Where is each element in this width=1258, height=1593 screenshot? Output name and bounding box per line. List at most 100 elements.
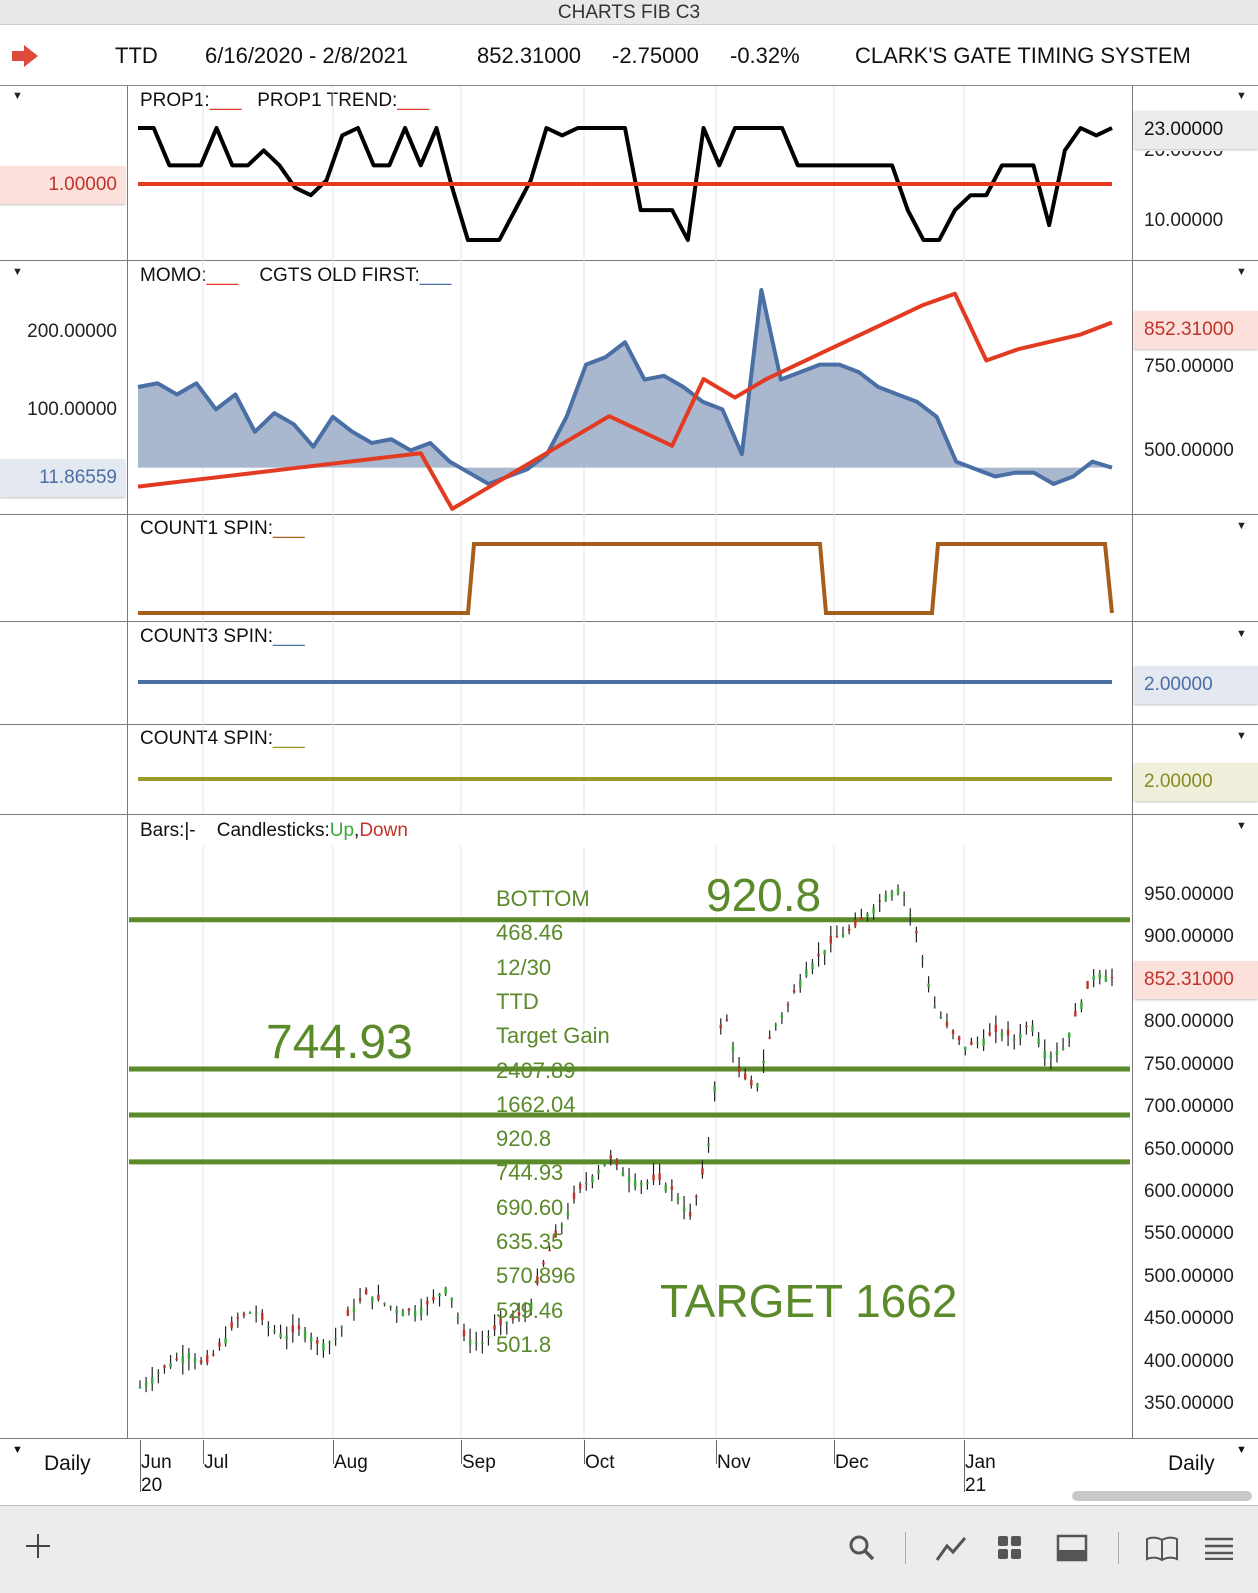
- candle-body: [756, 1083, 759, 1088]
- candle-body: [652, 1174, 655, 1181]
- chevron-down-icon[interactable]: ▼: [1236, 820, 1247, 832]
- window-title: CHARTS FIB C3: [557, 2, 701, 23]
- annotation-item: 744.93: [496, 1160, 564, 1186]
- candle-body: [279, 1333, 282, 1338]
- candle-body: [633, 1179, 637, 1187]
- chevron-down-icon[interactable]: ▼: [1236, 628, 1247, 640]
- candle-body: [242, 1313, 246, 1316]
- candle-body: [554, 1230, 557, 1238]
- x-month-label: Jul: [204, 1452, 229, 1473]
- horizontal-scrollbar[interactable]: [1072, 1491, 1252, 1501]
- prop-legend: PROP1:___ PROP1 TREND:___: [140, 90, 430, 111]
- candle-body: [1098, 972, 1101, 979]
- candle-body: [1074, 1010, 1077, 1017]
- candle-body: [1049, 1054, 1053, 1059]
- x-tick: [834, 1440, 835, 1464]
- candle-body: [799, 979, 802, 988]
- candle-body: [927, 983, 930, 988]
- period-right[interactable]: Daily: [1168, 1452, 1215, 1475]
- candle-body: [536, 1276, 539, 1284]
- annotation-744: 744.93: [266, 1016, 413, 1069]
- menu-icon[interactable]: [1203, 1536, 1235, 1560]
- price-axis-tick: 400.00000: [1144, 1350, 1234, 1372]
- chevron-down-icon[interactable]: ▼: [1236, 266, 1247, 278]
- candle-body: [835, 936, 839, 938]
- annotation-item: 501.8: [496, 1331, 552, 1357]
- candle-body: [297, 1325, 301, 1330]
- price-axis-tick: 600.00000: [1144, 1180, 1234, 1202]
- candle-body: [768, 1036, 771, 1039]
- x-tick: [203, 1440, 204, 1464]
- candle-body: [578, 1183, 582, 1190]
- candle-body: [811, 962, 814, 969]
- candle-body: [725, 1018, 729, 1021]
- candle-body: [395, 1309, 398, 1314]
- search-icon[interactable]: [848, 1534, 876, 1562]
- count1-legend: COUNT1 SPIN:___: [140, 518, 305, 539]
- candle-body: [1110, 976, 1114, 979]
- candle-body: [364, 1289, 368, 1295]
- prop-panel: [138, 126, 1113, 242]
- count4-value: 2.00000: [1134, 763, 1258, 801]
- candle-body: [664, 1184, 667, 1192]
- candle-body: [462, 1329, 466, 1337]
- candle-body: [902, 895, 906, 897]
- candle-body: [175, 1358, 178, 1360]
- candle-body: [603, 1163, 606, 1167]
- count4-legend: COUNT4 SPIN:___: [140, 728, 305, 749]
- candle-body: [1019, 1033, 1022, 1039]
- candle-body: [1006, 1029, 1010, 1036]
- price-axis-tick: 650.00000: [1144, 1138, 1234, 1160]
- candle-body: [994, 1025, 998, 1033]
- chevron-down-icon[interactable]: ▼: [12, 1444, 23, 1456]
- candle-body: [157, 1372, 160, 1375]
- chevron-down-icon[interactable]: ▼: [1236, 730, 1247, 742]
- annotation-item: 12/30: [496, 954, 552, 980]
- chevron-down-icon[interactable]: ▼: [12, 266, 23, 278]
- candle-body: [774, 1024, 777, 1026]
- chevron-down-icon[interactable]: ▼: [12, 90, 23, 102]
- add-icon[interactable]: [24, 1532, 52, 1560]
- candle-body: [426, 1300, 429, 1305]
- annotation-item: 529.46: [496, 1297, 564, 1323]
- quote-header: TTD 6/16/2020 - 2/8/2021 852.31000 -2.75…: [0, 25, 1258, 86]
- grid-icon[interactable]: [996, 1534, 1024, 1562]
- line-chart-icon[interactable]: [935, 1534, 967, 1562]
- momo-panel: [137, 288, 1113, 511]
- prop-trend-value: 1.00000: [0, 166, 125, 204]
- last-price: 852.31000: [477, 43, 581, 68]
- candle-body: [731, 1046, 735, 1052]
- symbol: TTD: [115, 43, 158, 68]
- candle-body: [499, 1317, 502, 1326]
- cgts-value: 852.31000: [1134, 311, 1258, 349]
- period-left[interactable]: Daily: [44, 1452, 91, 1475]
- prop-right-tick: 10.00000: [1144, 210, 1224, 231]
- candle-body: [627, 1176, 631, 1183]
- chevron-down-icon[interactable]: ▼: [1236, 1444, 1247, 1456]
- candle-body: [438, 1293, 441, 1297]
- book-icon[interactable]: [1145, 1534, 1179, 1562]
- candle-body: [560, 1224, 564, 1227]
- candle-body: [468, 1339, 472, 1346]
- candle-body: [878, 900, 881, 902]
- candle-body: [450, 1297, 453, 1301]
- candle-body: [676, 1197, 680, 1201]
- candle-body: [187, 1353, 191, 1360]
- candle-body: [401, 1310, 405, 1317]
- chevron-down-icon[interactable]: ▼: [1236, 90, 1247, 102]
- candle-body: [1037, 1038, 1040, 1045]
- arrow-right-icon[interactable]: [10, 43, 40, 69]
- prop1-line: [138, 126, 1113, 242]
- candle-body: [389, 1306, 392, 1308]
- window-titlebar: CHARTS FIB C3: [0, 0, 1258, 25]
- candle-body: [303, 1330, 307, 1339]
- candle-body: [267, 1326, 270, 1328]
- count1-panel: [138, 542, 1114, 615]
- panel-icon[interactable]: [1056, 1534, 1088, 1562]
- candle-body: [193, 1358, 197, 1363]
- chevron-down-icon[interactable]: ▼: [1236, 520, 1247, 532]
- annotation-item: 570.896: [496, 1263, 576, 1289]
- candle-body: [340, 1326, 343, 1329]
- toolbar-divider: [1118, 1532, 1119, 1564]
- candle-body: [640, 1182, 643, 1186]
